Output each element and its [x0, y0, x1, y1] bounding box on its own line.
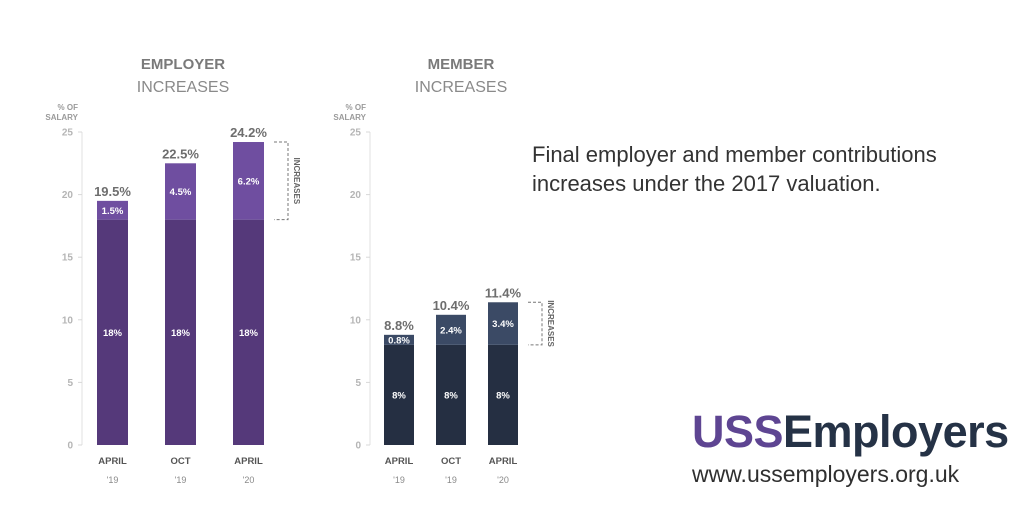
member-bar-base	[488, 344, 518, 445]
member-xtick-sublabel: '20	[497, 475, 509, 485]
employer-ytick-label: 0	[67, 441, 73, 452]
employer-ylabel-line2: SALARY	[45, 113, 78, 122]
employer-increase-bracket	[274, 141, 289, 221]
employer-ytick-label: 5	[67, 378, 73, 389]
member-bar-base-label: 8%	[496, 390, 510, 401]
member-ytick-label: 25	[350, 128, 362, 139]
member-xtick-sublabel: '19	[445, 475, 457, 485]
member-xtick-label: OCT	[441, 456, 461, 467]
employer-bar-increase	[233, 142, 264, 220]
employer-ytick-label: 25	[62, 128, 74, 139]
member-increase-bracket	[528, 301, 543, 346]
employer-xtick-label: APRIL	[234, 456, 263, 467]
chart-description: Final employer and member contributions …	[532, 142, 937, 196]
employer-bar-base	[97, 219, 128, 445]
member-bar-increase-label: 2.4%	[440, 325, 462, 336]
employer-chart-subtitle: INCREASES	[137, 79, 229, 96]
member-bar-total-label: 10.4%	[433, 298, 470, 313]
member-ytick-label: 10	[350, 315, 362, 326]
member-chart-subtitle: INCREASES	[415, 79, 507, 96]
member-bar-base	[384, 344, 414, 445]
member-bar-increase-label: 0.8%	[388, 335, 410, 346]
employer-bar-base-label: 18%	[171, 328, 191, 339]
website-url[interactable]: www.ussemployers.org.uk	[692, 461, 960, 487]
employer-xtick-sublabel: '19	[175, 475, 187, 485]
employer-ytick-label: 10	[62, 315, 74, 326]
employer-bar-increase-label: 1.5%	[102, 206, 124, 217]
member-ylabel-line1: % OF	[346, 103, 367, 112]
employer-xtick-label: OCT	[170, 456, 190, 467]
employer-increase-bracket-label: INCREASES	[292, 157, 301, 204]
employer-ytick-label: 15	[62, 253, 74, 264]
employer-bar-increase-label: 6.2%	[238, 176, 260, 187]
member-bar-total-label: 11.4%	[485, 285, 522, 300]
employer-bar-total-label: 22.5%	[162, 146, 199, 161]
member-ytick-label: 15	[350, 253, 362, 264]
employer-bar-base	[233, 219, 264, 445]
employer-bar-increase-label: 4.5%	[170, 187, 192, 198]
employer-bar-increase	[165, 163, 196, 220]
member-ytick-label: 20	[350, 190, 362, 201]
member-bar-base-label: 8%	[392, 390, 406, 401]
employer-bar-total-label: 19.5%	[94, 184, 131, 199]
employer-ytick-label: 20	[62, 190, 74, 201]
employer-bar-base-label: 18%	[103, 328, 123, 339]
member-bar-base-label: 8%	[444, 390, 458, 401]
uss-employers-logo: USSEmployers	[692, 406, 1009, 458]
logo-text-uss: USS	[692, 406, 784, 457]
employer-xtick-label: APRIL	[98, 456, 127, 467]
employer-xtick-sublabel: '19	[107, 475, 119, 485]
logo-text-employers: Employers	[783, 406, 1009, 457]
member-xtick-sublabel: '19	[393, 475, 405, 485]
member-ytick-label: 0	[355, 441, 361, 452]
member-bar-increase-label: 3.4%	[492, 319, 514, 330]
member-bar-increase	[384, 334, 414, 345]
member-bar-total-label: 8.8%	[384, 318, 414, 333]
member-ytick-label: 5	[355, 378, 361, 389]
member-chart-title: MEMBER	[428, 56, 495, 73]
employer-bar-base-label: 18%	[239, 328, 259, 339]
employer-chart-title: EMPLOYER	[141, 56, 225, 73]
employer-bar-increase	[97, 200, 128, 220]
member-bar-increase	[488, 302, 518, 345]
member-ylabel-line2: SALARY	[333, 113, 366, 122]
member-xtick-label: APRIL	[489, 456, 518, 467]
employer-bar-total-label: 24.2%	[230, 125, 267, 140]
employer-bar-base	[165, 219, 196, 445]
member-bar-increase	[436, 314, 466, 345]
member-increase-bracket-label: INCREASES	[546, 300, 555, 347]
member-bar-base	[436, 344, 466, 445]
employer-ylabel-line1: % OF	[58, 103, 79, 112]
member-xtick-label: APRIL	[385, 456, 414, 467]
employer-xtick-sublabel: '20	[243, 475, 255, 485]
